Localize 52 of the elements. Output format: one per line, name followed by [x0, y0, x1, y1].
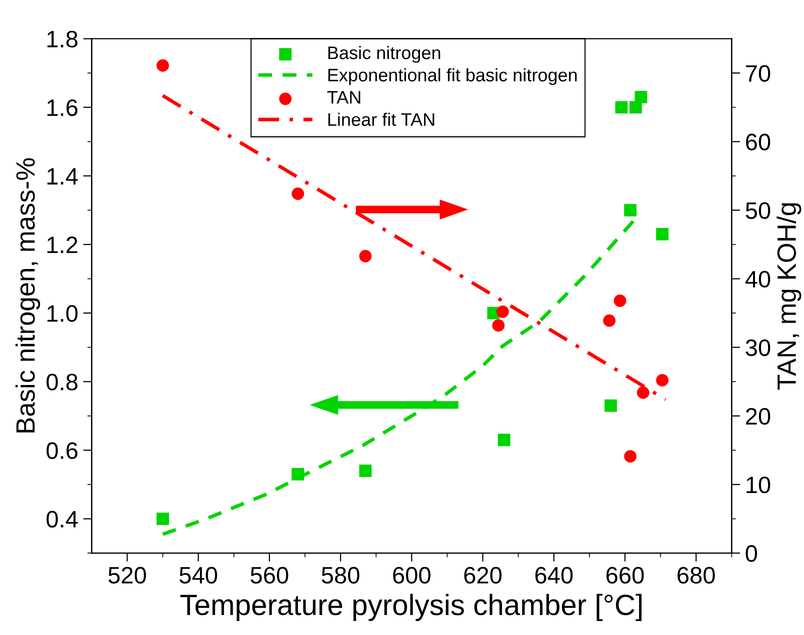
- x-tick-label: 560: [250, 566, 288, 584]
- x-tick-label: 660: [606, 566, 644, 584]
- legend-label: Exponentional fit basic nitrogen: [328, 68, 577, 86]
- y-tick-label: 0.4: [46, 510, 78, 528]
- y2-axis-title: TAN, mg KOH/g: [776, 203, 802, 390]
- y-tick-label: 0.6: [46, 442, 78, 460]
- x-tick-label: 540: [180, 566, 218, 584]
- y2-tick-label: 50: [746, 202, 770, 219]
- x-tick-label: 640: [535, 566, 573, 584]
- y2-tick-label: 60: [746, 134, 770, 150]
- point: [634, 90, 648, 104]
- point: [359, 464, 372, 477]
- point: [156, 59, 169, 72]
- point: [492, 319, 505, 332]
- point: [359, 250, 372, 262]
- point: [624, 204, 637, 216]
- point: [292, 188, 304, 200]
- y-tick-label: 1.0: [47, 305, 78, 322]
- point: [498, 434, 510, 446]
- x-tick-label: 580: [322, 566, 360, 584]
- y2-tick-label: 0: [746, 545, 758, 562]
- y-tick-label: 0.8: [46, 374, 78, 390]
- y2-tick-label: 70: [746, 65, 770, 82]
- y-tick-label: 1.2: [47, 236, 78, 254]
- y2-tick-label: 10: [746, 476, 770, 494]
- point: [603, 314, 616, 327]
- y-tick-label: 1.6: [47, 99, 78, 116]
- y2-tick-label: 20: [746, 408, 770, 425]
- x-tick-label: 520: [108, 566, 146, 584]
- legend-label: Linear fit TAN: [328, 112, 434, 126]
- y2-tick-label: 40: [745, 270, 770, 288]
- legend-label: Basic nitrogen: [328, 46, 440, 63]
- y-tick-label: 1.8: [47, 30, 78, 48]
- legend-label: TAN: [327, 91, 360, 104]
- point: [656, 374, 669, 386]
- point: [636, 386, 650, 399]
- point: [614, 294, 626, 307]
- y2-tick-label: 30: [746, 339, 770, 356]
- point: [656, 228, 669, 240]
- point: [292, 468, 304, 480]
- x-tick-label: 680: [678, 566, 715, 584]
- point: [156, 512, 169, 526]
- point: [624, 450, 637, 463]
- point: [496, 305, 509, 318]
- x-axis-title: Temperature pyrolysis chamber [°C]: [180, 594, 642, 622]
- y-tick-label: 1.4: [47, 168, 78, 184]
- x-tick-label: 620: [464, 566, 502, 584]
- point: [604, 399, 617, 412]
- point: [629, 101, 642, 114]
- point: [615, 101, 628, 114]
- y-axis-title: Basic nitrogen, mass-%: [15, 158, 40, 432]
- x-tick-label: 600: [393, 566, 430, 584]
